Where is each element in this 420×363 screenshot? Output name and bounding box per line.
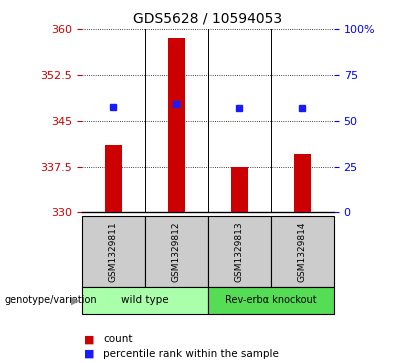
- Bar: [82, 216, 145, 287]
- Text: ▶: ▶: [71, 295, 80, 305]
- Text: GSM1329813: GSM1329813: [235, 221, 244, 282]
- Bar: [208, 287, 334, 314]
- Text: wild type: wild type: [121, 295, 169, 305]
- Bar: [82, 287, 208, 314]
- Bar: [271, 216, 334, 287]
- Text: ■: ■: [84, 334, 94, 344]
- Bar: [145, 216, 208, 287]
- Text: count: count: [103, 334, 132, 344]
- Bar: [231, 167, 248, 212]
- Bar: [208, 216, 271, 287]
- Text: GSM1329811: GSM1329811: [109, 221, 118, 282]
- Text: ■: ■: [84, 349, 94, 359]
- Bar: [105, 145, 122, 212]
- Text: percentile rank within the sample: percentile rank within the sample: [103, 349, 279, 359]
- Text: GSM1329812: GSM1329812: [172, 221, 181, 282]
- Text: GSM1329814: GSM1329814: [298, 221, 307, 282]
- Bar: [294, 154, 311, 212]
- Bar: [168, 38, 185, 212]
- Text: genotype/variation: genotype/variation: [4, 295, 97, 305]
- Text: Rev-erbα knockout: Rev-erbα knockout: [225, 295, 317, 305]
- Title: GDS5628 / 10594053: GDS5628 / 10594053: [133, 11, 283, 25]
